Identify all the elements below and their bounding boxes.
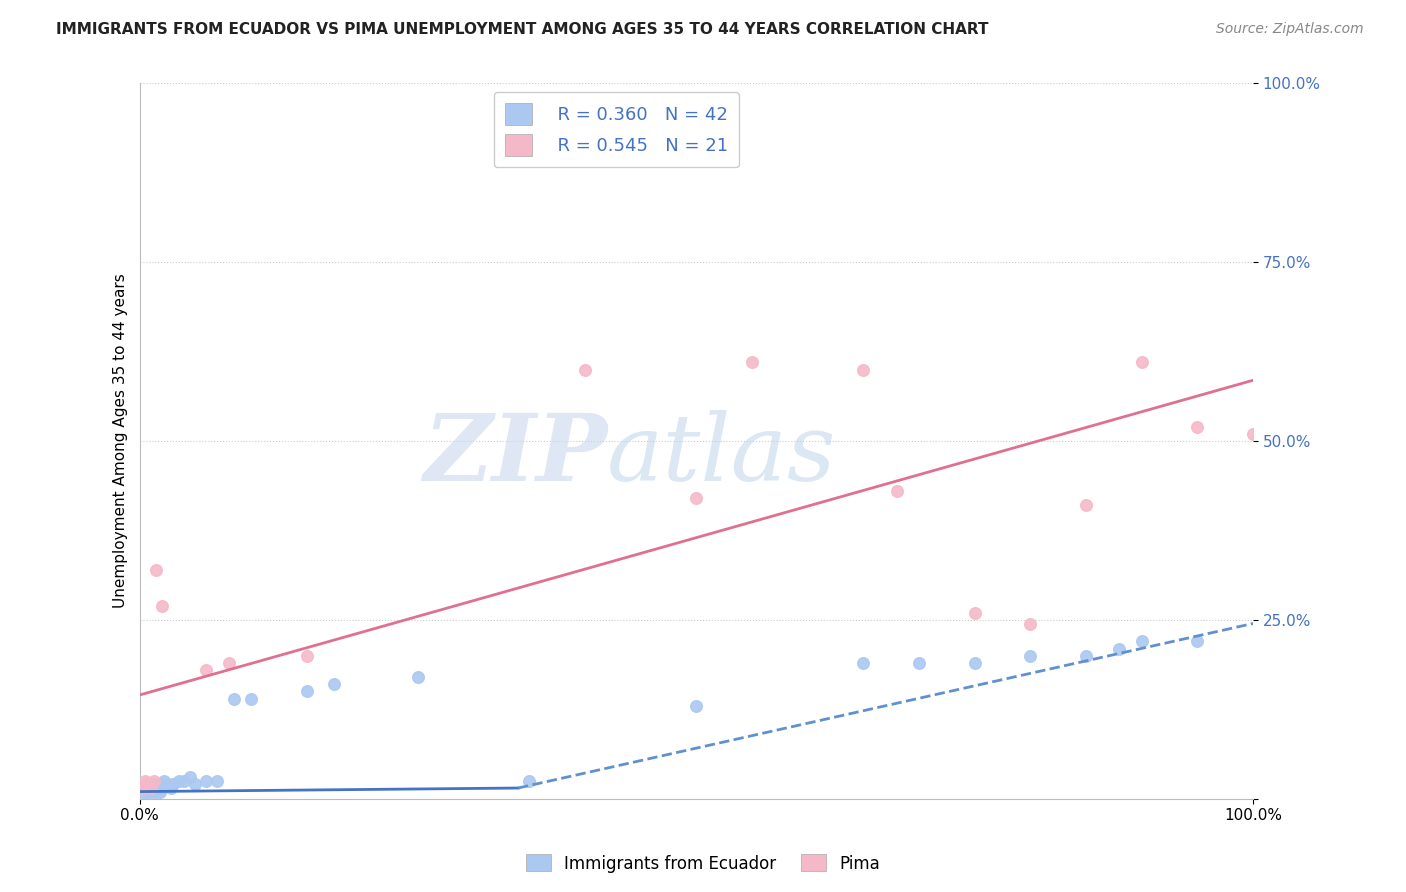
Point [1108, 641, 1130, 656]
Point [184, 777, 207, 791]
Point [141, 784, 163, 798]
Point [179, 770, 201, 784]
Point [239, 691, 262, 706]
Point [134, 773, 156, 788]
Point [142, 780, 165, 795]
Point [148, 784, 170, 798]
Point [295, 684, 318, 698]
Point [134, 780, 156, 795]
Point [574, 362, 596, 376]
Point [1019, 648, 1042, 663]
Point [153, 773, 176, 788]
Point [685, 698, 707, 713]
Point [138, 784, 160, 798]
Point [963, 606, 986, 620]
Point [685, 491, 707, 506]
Point [1130, 355, 1153, 369]
Point [148, 780, 170, 795]
Point [1019, 616, 1042, 631]
Legend: Immigrants from Ecuador, Pima: Immigrants from Ecuador, Pima [519, 847, 887, 880]
Point [146, 777, 169, 791]
Point [207, 773, 229, 788]
Point [149, 777, 172, 791]
Point [173, 773, 195, 788]
Text: Source: ZipAtlas.com: Source: ZipAtlas.com [1216, 22, 1364, 37]
Point [195, 663, 218, 677]
Text: IMMIGRANTS FROM ECUADOR VS PIMA UNEMPLOYMENT AMONG AGES 35 TO 44 YEARS CORRELATI: IMMIGRANTS FROM ECUADOR VS PIMA UNEMPLOY… [56, 22, 988, 37]
Point [406, 670, 429, 684]
Point [150, 599, 173, 613]
Point [1187, 419, 1209, 434]
Point [136, 777, 159, 791]
Point [295, 648, 318, 663]
Point [139, 780, 162, 795]
Point [218, 656, 240, 670]
Point [150, 780, 173, 795]
Point [145, 784, 167, 798]
Point [1074, 648, 1097, 663]
Point [135, 784, 157, 798]
Point [162, 777, 184, 791]
Point [886, 484, 908, 499]
Point [963, 656, 986, 670]
Point [159, 780, 181, 795]
Point [132, 780, 155, 795]
Y-axis label: Unemployment Among Ages 35 to 44 years: Unemployment Among Ages 35 to 44 years [114, 274, 128, 608]
Point [132, 784, 155, 798]
Point [741, 355, 763, 369]
Point [156, 777, 179, 791]
Point [145, 563, 167, 577]
Point [908, 656, 931, 670]
Point [136, 777, 159, 791]
Point [323, 677, 346, 691]
Point [517, 773, 540, 788]
Point [139, 777, 162, 791]
Text: atlas: atlas [607, 410, 837, 500]
Point [143, 773, 166, 788]
Point [1074, 499, 1097, 513]
Point [195, 773, 218, 788]
Point [167, 773, 190, 788]
Point [143, 777, 166, 791]
Point [143, 780, 166, 795]
Point [852, 362, 875, 376]
Point [1187, 634, 1209, 648]
Legend:   R = 0.360   N = 42,   R = 0.545   N = 21: R = 0.360 N = 42, R = 0.545 N = 21 [494, 93, 740, 167]
Point [138, 780, 160, 795]
Point [1130, 634, 1153, 648]
Point [1241, 426, 1264, 441]
Point [224, 691, 246, 706]
Text: ZIP: ZIP [423, 410, 607, 500]
Point [852, 656, 875, 670]
